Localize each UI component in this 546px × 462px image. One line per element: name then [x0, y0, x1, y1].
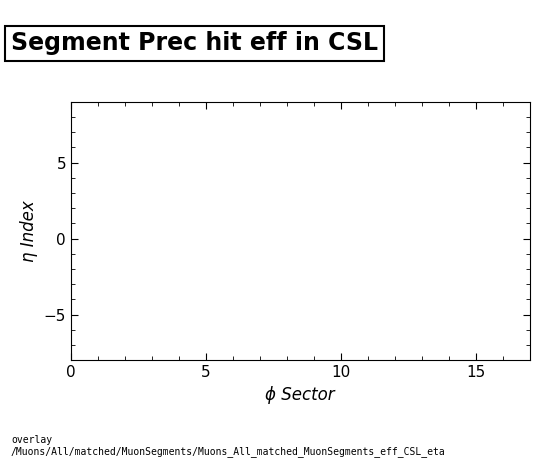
Text: overlay
/Muons/All/matched/MuonSegments/Muons_All_matched_MuonSegments_eff_CSL_e: overlay /Muons/All/matched/MuonSegments/… [11, 435, 446, 457]
Text: Segment Prec hit eff in CSL: Segment Prec hit eff in CSL [11, 31, 378, 55]
X-axis label: ϕ Sector: ϕ Sector [265, 386, 335, 404]
Y-axis label: η Index: η Index [20, 200, 38, 262]
